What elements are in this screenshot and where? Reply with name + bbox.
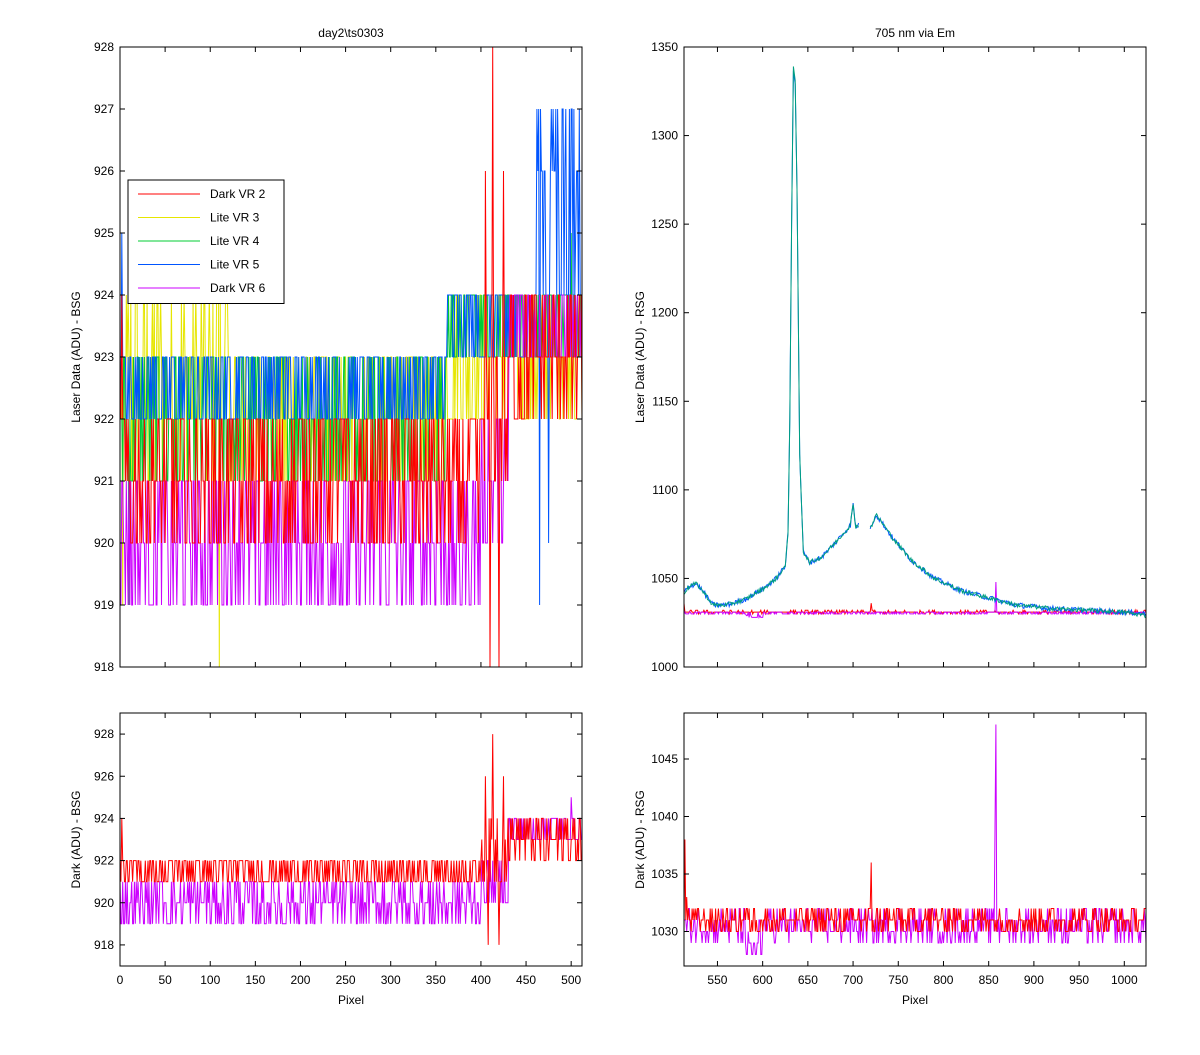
legend-label-lite-vr-4: Lite VR 4	[210, 234, 260, 248]
legend-label-lite-vr-3: Lite VR 3	[210, 211, 260, 225]
x-tick-label: 200	[290, 973, 310, 987]
y-axis-label: Laser Data (ADU) - BSG	[69, 291, 83, 422]
x-tick-label: 250	[336, 973, 356, 987]
x-tick-label: 50	[158, 973, 172, 987]
chart-title: day2\ts0303	[318, 26, 384, 40]
y-tick-label: 920	[94, 536, 114, 550]
panel-dark-bsg: 918 920 922 924 926 928 0 50 100 150 200 250 300 350 4…	[69, 712, 583, 1007]
x-tick-label: 550	[707, 973, 727, 987]
x-tick-label: 400	[471, 973, 491, 987]
series-line-dark-vr-2	[120, 734, 582, 945]
y-axis-label: Dark (ADU) - RSG	[633, 790, 647, 889]
y-tick-label: 928	[94, 40, 114, 54]
y-tick-label: 919	[94, 598, 114, 612]
y-tick-label: 1350	[651, 40, 678, 54]
y-axis-label: Laser Data (ADU) - RSG	[633, 291, 647, 423]
y-tick-label: 927	[94, 102, 114, 116]
y-tick-label: 918	[94, 660, 114, 674]
x-axis-label: Pixel	[902, 993, 928, 1007]
series-line-dark-vr-6	[120, 797, 582, 925]
legend-box	[127, 179, 285, 304]
y-tick-label: 928	[94, 727, 114, 741]
y-tick-label: 925	[94, 226, 114, 240]
panel-laser-bsg: 918 919 920 921 922 923 924 925 926 927 928 day2\ts…	[69, 26, 583, 674]
x-tick-label: 100	[200, 973, 220, 987]
x-axis-label: Pixel	[338, 993, 364, 1007]
y-tick-label: 924	[94, 288, 114, 302]
panel-laser-rsg: 1000 1050 1100 1150 1200 1250 1300 1350 705 nm v…	[633, 26, 1147, 674]
x-tick-label: 300	[381, 973, 401, 987]
y-tick-label: 1045	[651, 752, 678, 766]
y-tick-label: 1100	[652, 483, 678, 497]
x-tick-label: 600	[753, 973, 773, 987]
x-tick-label: 700	[843, 973, 863, 987]
y-tick-label: 1150	[652, 394, 678, 408]
x-tick-label: 800	[933, 973, 953, 987]
y-tick-label: 922	[94, 854, 114, 868]
series-line-dark-vr-2	[684, 839, 1146, 932]
series-line-dark-vr-2	[120, 47, 582, 667]
x-tick-label: 850	[979, 973, 999, 987]
legend-label-dark-vr-6: Dark VR 6	[210, 281, 266, 295]
panel-dark-rsg: 1030 1035 1040 1045 550 600 650 700 750 800 850 900…	[633, 712, 1147, 1007]
x-tick-label: 350	[426, 973, 446, 987]
y-tick-label: 1030	[651, 925, 678, 939]
series-group	[684, 724, 1146, 955]
series-group	[684, 66, 1146, 619]
x-tick-label: 950	[1069, 973, 1089, 987]
y-tick-label: 1200	[651, 306, 678, 320]
y-axis-label: Dark (ADU) - BSG	[69, 790, 83, 888]
x-tick-label: 900	[1024, 973, 1044, 987]
y-tick-label: 926	[94, 769, 114, 783]
legend-label-dark-vr-2: Dark VR 2	[210, 187, 266, 201]
y-tick-label: 924	[94, 811, 114, 825]
x-tick-label: 0	[117, 973, 124, 987]
x-tick-label: 1000	[1111, 973, 1138, 987]
y-tick-label: 921	[94, 474, 114, 488]
axes-frame	[119, 712, 583, 967]
series-line-lite-vr-5	[120, 108, 582, 606]
y-tick-label: 923	[94, 350, 114, 364]
y-tick-label: 1050	[651, 571, 678, 585]
legend: Dark VR 2 Lite VR 3 Lite VR 4 Lite VR 5 Dark…	[127, 179, 285, 304]
x-tick-label: 750	[888, 973, 908, 987]
series-group	[120, 47, 582, 667]
y-tick-label: 926	[94, 164, 114, 178]
chart-title: 705 nm via Em	[875, 26, 955, 40]
y-tick-label: 918	[94, 938, 114, 952]
x-tick-label: 150	[245, 973, 265, 987]
y-tick-label: 920	[94, 896, 114, 910]
legend-label-lite-vr-5: Lite VR 5	[210, 258, 260, 272]
y-tick-label: 922	[94, 412, 114, 426]
y-tick-label: 1300	[651, 129, 678, 143]
y-tick-label: 1250	[651, 217, 678, 231]
x-tick-label: 650	[798, 973, 818, 987]
series-group	[120, 734, 582, 945]
series-line-lite-vr-4	[684, 66, 1146, 619]
x-tick-label: 500	[561, 973, 581, 987]
axes-frame	[683, 712, 1147, 967]
y-tick-label: 1040	[651, 810, 678, 824]
y-tick-label: 1000	[651, 660, 678, 674]
series-line-dark-vr-6	[684, 581, 1146, 619]
plot-area	[684, 47, 1146, 667]
y-tick-label: 1035	[651, 867, 678, 881]
axes-frame	[683, 46, 1147, 668]
x-tick-label: 450	[516, 973, 536, 987]
